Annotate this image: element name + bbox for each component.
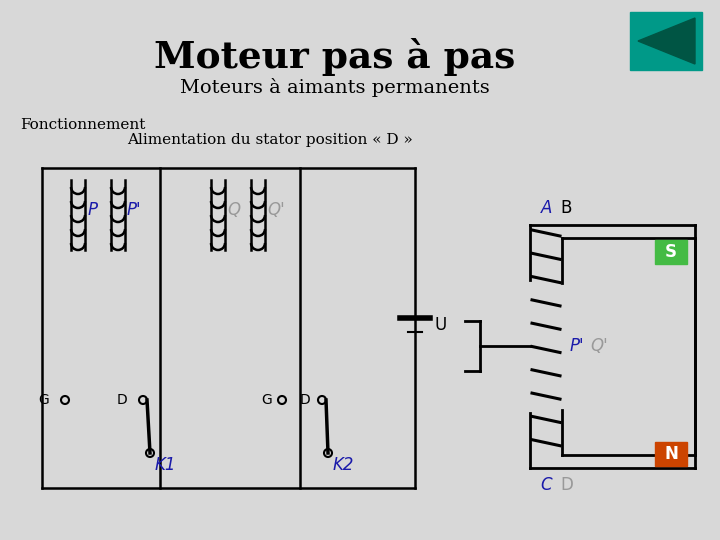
Text: Q: Q — [227, 201, 240, 219]
Bar — [630, 12, 702, 70]
Text: Q': Q' — [267, 201, 284, 219]
Text: Moteur pas à pas: Moteur pas à pas — [154, 38, 516, 76]
Text: D: D — [300, 393, 310, 407]
Text: C: C — [541, 476, 552, 494]
Text: K2: K2 — [333, 456, 354, 474]
Bar — [655, 442, 687, 466]
Text: P': P' — [127, 201, 142, 219]
Text: Alimentation du stator position « D »: Alimentation du stator position « D » — [127, 133, 413, 147]
Text: B: B — [560, 199, 572, 217]
Text: Fonctionnement: Fonctionnement — [20, 118, 145, 132]
Text: K1: K1 — [155, 456, 176, 474]
Text: U: U — [435, 316, 447, 334]
Text: D: D — [560, 476, 573, 494]
Polygon shape — [638, 18, 695, 64]
Text: P: P — [88, 201, 98, 219]
Text: G: G — [38, 393, 49, 407]
Text: P': P' — [570, 337, 585, 355]
Text: Moteurs à aimants permanents: Moteurs à aimants permanents — [180, 78, 490, 97]
Text: A: A — [541, 199, 552, 217]
Text: Q': Q' — [590, 337, 608, 355]
Text: G: G — [261, 393, 272, 407]
Bar — [655, 240, 687, 264]
Text: N: N — [664, 445, 678, 463]
Text: S: S — [665, 243, 677, 261]
Text: D: D — [116, 393, 127, 407]
